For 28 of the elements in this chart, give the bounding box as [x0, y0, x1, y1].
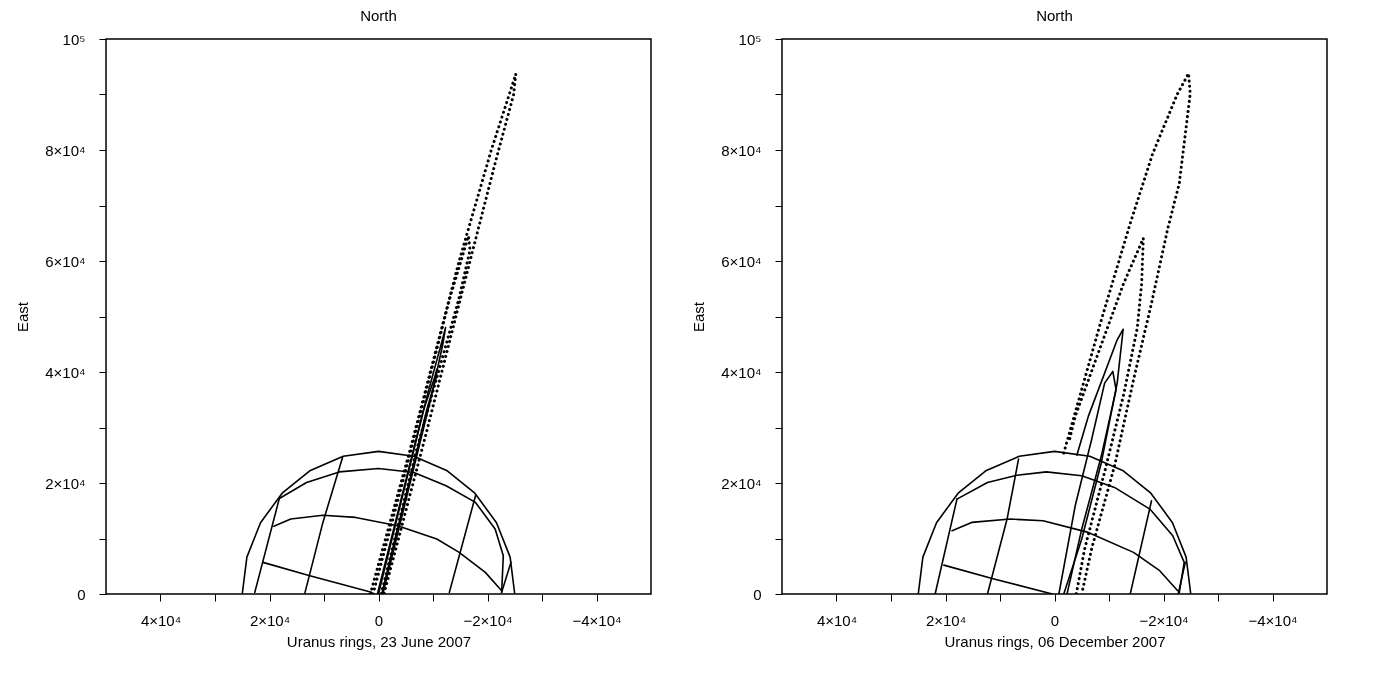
y-tick-label: 10⁵	[62, 30, 86, 48]
x-tick-label: 4×10⁴	[140, 611, 182, 629]
y-tick-label: 8×10⁴	[721, 141, 762, 159]
y-tick-label: 8×10⁴	[45, 141, 86, 159]
y-axis-title: East	[690, 301, 708, 333]
chart-title: North	[1036, 7, 1073, 24]
y-tick-label: 2×10⁴	[721, 474, 762, 492]
x-tick-label: 2×10⁴	[925, 611, 967, 629]
x-tick-label: −4×10⁴	[1248, 611, 1298, 629]
y-tick-label: 2×10⁴	[45, 474, 86, 492]
x-tick-label: −2×10⁴	[1139, 611, 1189, 629]
x-tick-label: −4×10⁴	[572, 611, 622, 629]
y-tick-label: 4×10⁴	[721, 363, 762, 381]
x-axis-title: Uranus rings, 23 June 2007	[286, 632, 472, 650]
chart-title: North	[360, 7, 397, 24]
x-tick-label: −2×10⁴	[463, 611, 513, 629]
y-tick-label: 4×10⁴	[45, 363, 86, 381]
x-tick-label: 2×10⁴	[249, 611, 291, 629]
y-tick-label: 0	[77, 585, 86, 603]
y-axis-title: East	[14, 301, 32, 333]
x-tick-label: 4×10⁴	[816, 611, 858, 629]
y-tick-label: 0	[753, 585, 762, 603]
y-tick-label: 6×10⁴	[721, 252, 762, 270]
y-tick-label: 6×10⁴	[45, 252, 86, 270]
x-tick-label: 0	[374, 611, 384, 629]
x-axis-title: Uranus rings, 06 December 2007	[944, 632, 1166, 650]
x-tick-label: 0	[1050, 611, 1060, 629]
y-tick-label: 10⁵	[738, 30, 762, 48]
